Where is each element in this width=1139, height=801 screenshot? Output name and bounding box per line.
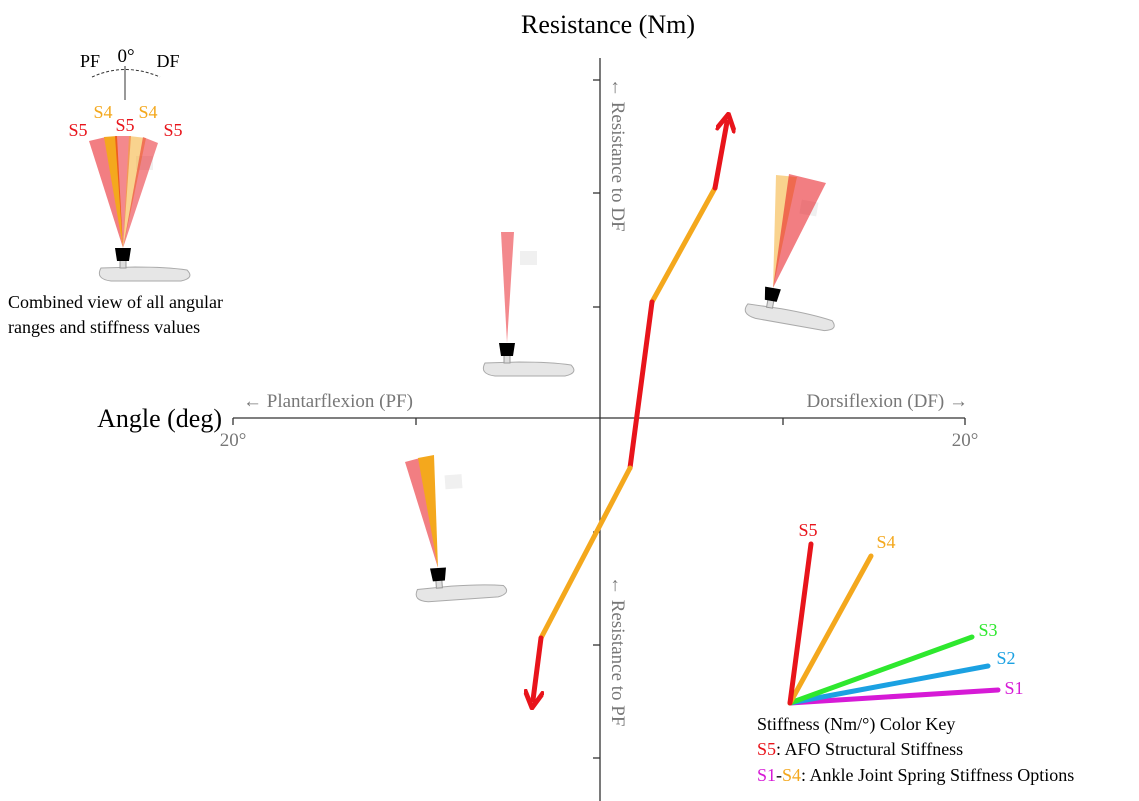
key-code: S4 xyxy=(782,765,801,785)
df-label: DF xyxy=(156,51,179,71)
s4-label: S4 xyxy=(93,102,112,122)
x-right-label: Dorsiflexion (DF) → xyxy=(807,391,968,412)
key-label: S2 xyxy=(996,648,1015,668)
key-line: S5: AFO Structural Stiffness xyxy=(757,739,963,759)
s4-label: S4 xyxy=(138,102,157,122)
resistance-curve xyxy=(533,122,727,700)
color-key xyxy=(790,544,998,703)
key-text: : Ankle Joint Spring Stiffness Options xyxy=(801,765,1074,785)
s5-label: S5 xyxy=(68,120,87,140)
key-line: S1-S4: Ankle Joint Spring Stiffness Opti… xyxy=(757,765,1074,785)
x-left-tick: 20° xyxy=(220,430,247,451)
x-right-tick: 20° xyxy=(952,430,979,451)
y-axis-title: Resistance (Nm) xyxy=(521,10,695,39)
key-title: Stiffness (Nm/°) Color Key xyxy=(757,714,955,735)
key-text: : AFO Structural Stiffness xyxy=(776,739,963,759)
leg-plantarflexion xyxy=(405,455,507,603)
leg-combined xyxy=(89,136,190,281)
s5-label: S5 xyxy=(163,120,182,140)
y-up-label: ← Resistance to DF xyxy=(607,78,628,232)
zero-label: 0° xyxy=(117,46,134,67)
x-left-label: ← Plantarflexion (PF) xyxy=(243,391,413,412)
pf-label: PF xyxy=(80,51,100,71)
rotation-arrow xyxy=(92,70,160,78)
leg-dorsiflexion xyxy=(744,174,858,332)
key-label: S4 xyxy=(876,532,895,552)
key-label: S1 xyxy=(1004,678,1023,698)
key-code: S1 xyxy=(757,765,776,785)
key-code: S5 xyxy=(757,739,776,759)
leg-neutral xyxy=(483,232,574,376)
caption-line: ranges and stiffness values xyxy=(8,317,200,337)
y-down-label: ← Resistance to PF xyxy=(607,576,628,726)
diagram: Resistance (Nm) Angle (deg) ← Plantarfle… xyxy=(0,0,1139,801)
key-label: S3 xyxy=(978,620,997,640)
key-label: S5 xyxy=(798,520,817,540)
s5-label: S5 xyxy=(115,115,134,135)
x-axis-title: Angle (deg) xyxy=(97,404,222,433)
caption-line: Combined view of all angular xyxy=(8,292,223,312)
